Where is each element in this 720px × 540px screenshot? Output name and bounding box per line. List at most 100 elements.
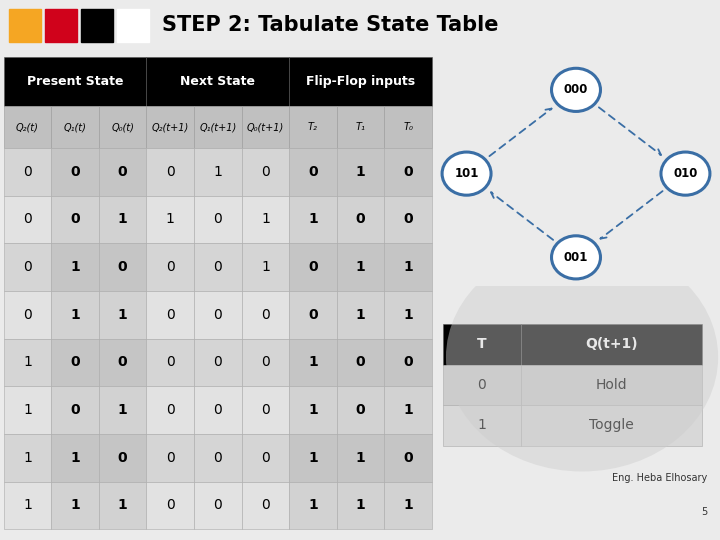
Bar xyxy=(242,482,289,529)
Bar xyxy=(51,482,99,529)
Text: 0: 0 xyxy=(261,498,270,512)
Bar xyxy=(146,386,194,434)
Bar xyxy=(289,148,337,195)
Bar xyxy=(4,482,51,529)
Bar xyxy=(384,434,432,482)
Text: 0: 0 xyxy=(308,165,318,179)
Bar xyxy=(289,195,337,243)
Text: 0: 0 xyxy=(213,451,222,465)
Bar xyxy=(194,339,242,386)
Bar xyxy=(384,386,432,434)
Text: T₂: T₂ xyxy=(308,122,318,132)
Text: 0: 0 xyxy=(70,165,80,179)
Bar xyxy=(384,482,432,529)
Text: 1: 1 xyxy=(118,308,127,322)
Text: 0: 0 xyxy=(403,165,413,179)
Bar xyxy=(51,434,99,482)
Text: 0: 0 xyxy=(356,403,366,417)
Text: 1: 1 xyxy=(477,418,486,432)
Bar xyxy=(289,434,337,482)
Bar xyxy=(242,434,289,482)
Text: 0: 0 xyxy=(118,260,127,274)
Text: Q₀(t): Q₀(t) xyxy=(111,122,134,132)
Bar xyxy=(521,364,702,405)
Text: 1: 1 xyxy=(403,308,413,322)
Bar xyxy=(51,106,99,148)
Text: Next State: Next State xyxy=(180,75,256,88)
Text: 1: 1 xyxy=(70,498,80,512)
Text: 1: 1 xyxy=(70,260,80,274)
Text: 0: 0 xyxy=(403,355,413,369)
Bar xyxy=(146,434,194,482)
Bar xyxy=(384,148,432,195)
Text: 0: 0 xyxy=(477,378,486,392)
Bar xyxy=(4,386,51,434)
Bar xyxy=(337,106,384,148)
Bar xyxy=(194,243,242,291)
Bar xyxy=(337,148,384,195)
Text: Hold: Hold xyxy=(595,378,627,392)
Text: 0: 0 xyxy=(403,451,413,465)
Text: 0: 0 xyxy=(261,165,270,179)
Bar xyxy=(194,386,242,434)
Text: 1: 1 xyxy=(23,451,32,465)
Bar xyxy=(443,405,521,446)
Bar xyxy=(99,195,146,243)
Text: 1: 1 xyxy=(23,355,32,369)
Bar xyxy=(384,339,432,386)
Text: Q₁(t): Q₁(t) xyxy=(63,122,86,132)
Bar xyxy=(337,434,384,482)
Text: 0: 0 xyxy=(213,212,222,226)
Text: Present State: Present State xyxy=(27,75,123,88)
Text: 0: 0 xyxy=(261,403,270,417)
Text: 0: 0 xyxy=(213,260,222,274)
Bar xyxy=(45,9,77,42)
Text: Q(t+1): Q(t+1) xyxy=(585,338,638,351)
Text: T: T xyxy=(477,338,487,351)
Text: 0: 0 xyxy=(261,451,270,465)
Text: 1: 1 xyxy=(356,498,366,512)
Text: Eng. Heba Elhosary: Eng. Heba Elhosary xyxy=(612,473,707,483)
Bar xyxy=(51,291,99,339)
Bar xyxy=(242,106,289,148)
Bar xyxy=(337,482,384,529)
Bar xyxy=(384,291,432,339)
Text: 1: 1 xyxy=(213,165,222,179)
Text: 0: 0 xyxy=(70,355,80,369)
Text: 0: 0 xyxy=(23,165,32,179)
Text: 1: 1 xyxy=(403,403,413,417)
Text: 0: 0 xyxy=(166,165,174,179)
Text: 0: 0 xyxy=(118,355,127,369)
Text: 1: 1 xyxy=(308,498,318,512)
Bar xyxy=(99,386,146,434)
Circle shape xyxy=(552,68,600,111)
Bar xyxy=(194,106,242,148)
Text: 1: 1 xyxy=(356,308,366,322)
Bar xyxy=(443,364,521,405)
Bar xyxy=(9,9,41,42)
Text: 1: 1 xyxy=(308,212,318,226)
Bar xyxy=(289,386,337,434)
Bar xyxy=(242,386,289,434)
Bar xyxy=(99,434,146,482)
Bar xyxy=(51,386,99,434)
Bar xyxy=(194,482,242,529)
Text: 5: 5 xyxy=(701,507,707,517)
Text: 1: 1 xyxy=(166,212,175,226)
Circle shape xyxy=(446,243,718,471)
Bar xyxy=(146,291,194,339)
Text: 1: 1 xyxy=(261,260,270,274)
Text: 0: 0 xyxy=(23,308,32,322)
Text: 0: 0 xyxy=(261,355,270,369)
Bar xyxy=(194,434,242,482)
Bar xyxy=(194,148,242,195)
Bar xyxy=(521,324,702,365)
Bar xyxy=(146,243,194,291)
Text: 1: 1 xyxy=(23,498,32,512)
Text: 0: 0 xyxy=(308,308,318,322)
Text: 0: 0 xyxy=(308,260,318,274)
Text: Q₀(t+1): Q₀(t+1) xyxy=(247,122,284,132)
Bar xyxy=(4,106,51,148)
Bar xyxy=(242,291,289,339)
Text: 1: 1 xyxy=(356,165,366,179)
